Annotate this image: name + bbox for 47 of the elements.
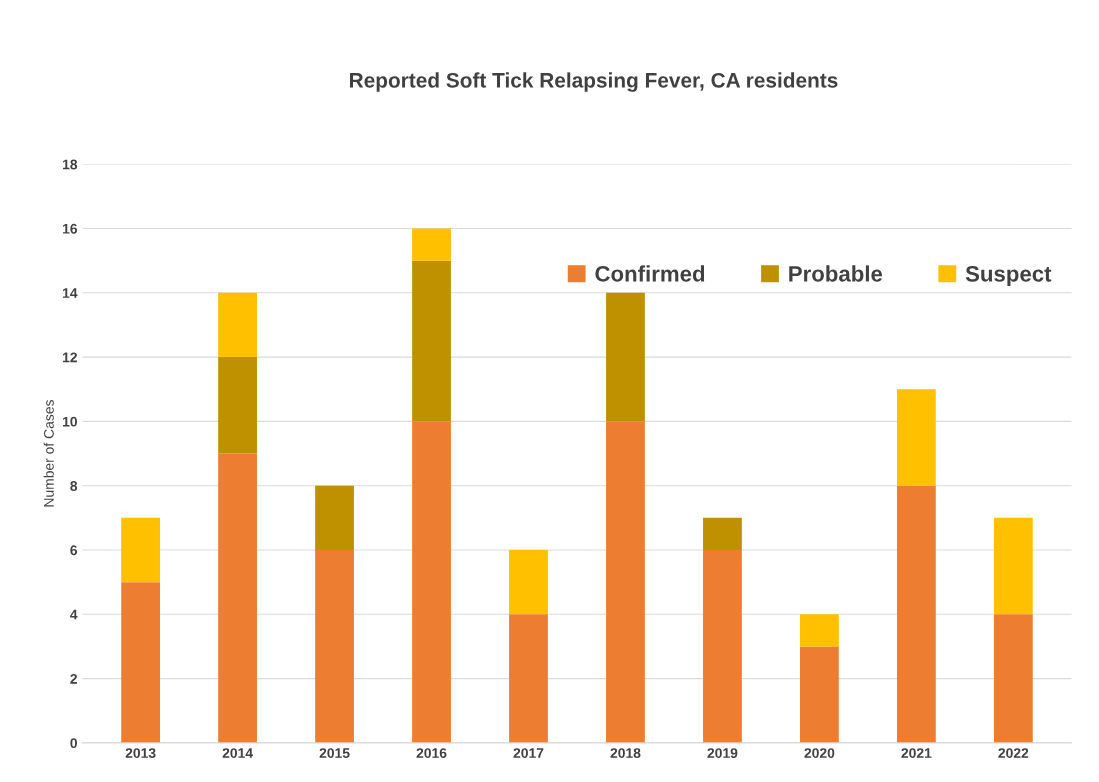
y-tick-label: 18 [62,159,78,170]
x-tick-label: 2016 [416,748,447,758]
x-tick-label: 2017 [513,748,544,758]
bar [315,485,354,551]
y-tick-label: 6 [70,545,78,556]
bar [412,421,451,743]
y-tick-label: 10 [62,416,77,427]
x-tick-label: 2020 [804,748,835,758]
chart-title: Reported Soft Tick Relapsing Fever, CA residents [350,72,838,92]
x-tick-label: 2018 [610,748,641,758]
y-axis-title: Number of Cases [43,400,54,507]
legend-label: Probable [789,265,883,282]
y-tick-label: 16 [62,223,78,234]
bar [121,517,160,583]
bar [412,260,451,422]
bar [703,550,742,743]
bar [509,614,548,743]
bar [896,485,936,743]
x-tick-label: 2015 [319,748,350,758]
bar [218,292,257,358]
x-tick-label: 2019 [707,748,738,758]
bar [703,517,742,551]
bar [896,389,936,486]
x-tick-label: 2021 [901,748,932,758]
x-tick-label: 2013 [125,748,156,758]
bar [606,421,645,743]
bar [412,228,451,261]
bar [509,550,548,615]
y-tick-label: 2 [70,673,78,684]
bar [606,292,645,422]
bar [800,614,839,647]
bar [993,517,1033,615]
legend-label: Suspect [965,265,1052,287]
y-tick-label: 8 [70,481,78,491]
bar [121,582,160,743]
y-tick-label: 12 [62,352,78,363]
bar [993,614,1033,743]
y-tick-label: 4 [70,609,78,620]
bar [218,357,257,454]
x-tick-label: 2022 [998,748,1029,758]
bar [800,646,839,743]
bar [315,550,354,743]
y-tick-label: 0 [70,738,77,749]
x-tick-label: 2014 [222,748,253,758]
bar [218,453,257,743]
y-tick-label: 14 [62,288,78,298]
legend-label: Confirmed [595,265,705,282]
